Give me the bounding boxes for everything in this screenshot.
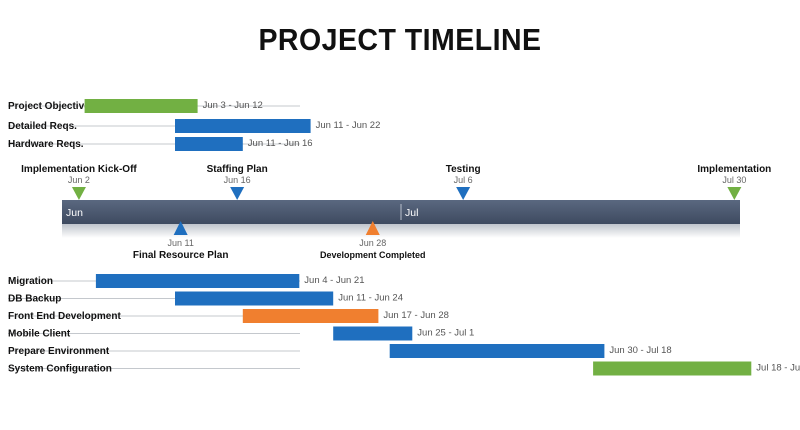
bottom-task-label-2: Front End Development (8, 311, 121, 322)
bottom-task-bar-0 (95, 274, 300, 288)
bottom-task-bar-5 (593, 361, 752, 376)
bottom-task-bar-3 (333, 326, 413, 341)
top-task-label-0: Project Objectives (8, 101, 96, 112)
bottom-task-bar-2 (242, 309, 379, 323)
bottom-task-label-1: DB Backup (8, 294, 61, 305)
bottom-task-label-5: System Configuration (8, 364, 112, 375)
timeline-shadow (62, 224, 740, 238)
bottom-task-bar-1 (175, 291, 334, 306)
milestone-above-name-3: Implementation (697, 164, 771, 175)
top-task-bar-2 (175, 137, 243, 151)
chart-title: PROJECT TIMELINE (258, 22, 542, 57)
milestone-above-date-0: Jun 2 (68, 175, 90, 185)
milestone-above-date-2: Jul 6 (454, 175, 473, 185)
bottom-task-range-5: Jul 18 - Jul 31 (756, 363, 800, 374)
bottom-task-label-3: Mobile Client (8, 329, 71, 340)
milestone-below-name-1: Development Completed (320, 250, 426, 260)
month-tick-label-1: Jul (405, 207, 418, 219)
milestone-below-date-0: Jun 11 (167, 238, 193, 248)
bottom-task-range-2: Jun 17 - Jun 28 (383, 310, 449, 321)
top-task-bar-0 (84, 99, 198, 113)
bottom-task-label-4: Prepare Environment (8, 346, 110, 357)
milestone-above-marker-3 (727, 187, 742, 200)
top-task-range-2: Jun 11 - Jun 16 (248, 138, 313, 149)
top-task-range-1: Jun 11 - Jun 22 (316, 120, 381, 131)
milestone-above-name-2: Testing (446, 164, 481, 175)
milestone-below-marker-1 (365, 221, 380, 235)
top-task-label-1: Detailed Reqs. (8, 121, 77, 132)
milestone-above-name-1: Staffing Plan (207, 164, 268, 175)
milestone-above-date-3: Jul 30 (722, 175, 746, 185)
top-task-bar-1 (175, 119, 311, 133)
bottom-task-range-3: Jun 25 - Jul 1 (417, 328, 474, 339)
top-task-label-2: Hardware Reqs. (8, 139, 84, 150)
top-task-range-0: Jun 3 - Jun 12 (203, 100, 263, 111)
bottom-task-label-0: Migration (8, 276, 53, 287)
bottom-task-range-0: Jun 4 - Jun 21 (304, 275, 364, 286)
milestone-above-marker-2 (456, 187, 471, 200)
milestone-above-date-1: Jun 16 (224, 175, 251, 185)
milestone-above-marker-1 (230, 187, 245, 200)
milestone-above-marker-0 (71, 187, 86, 200)
milestone-below-marker-0 (173, 221, 188, 235)
milestone-below-date-1: Jun 28 (359, 238, 386, 248)
milestone-above-name-0: Implementation Kick-Off (21, 164, 137, 175)
month-tick-label-0: Jun (66, 207, 83, 219)
bottom-task-bar-4 (389, 344, 605, 358)
bottom-task-range-4: Jun 30 - Jul 18 (609, 345, 671, 356)
bottom-task-range-1: Jun 11 - Jun 24 (338, 293, 403, 304)
milestone-below-name-0: Final Resource Plan (133, 250, 229, 261)
